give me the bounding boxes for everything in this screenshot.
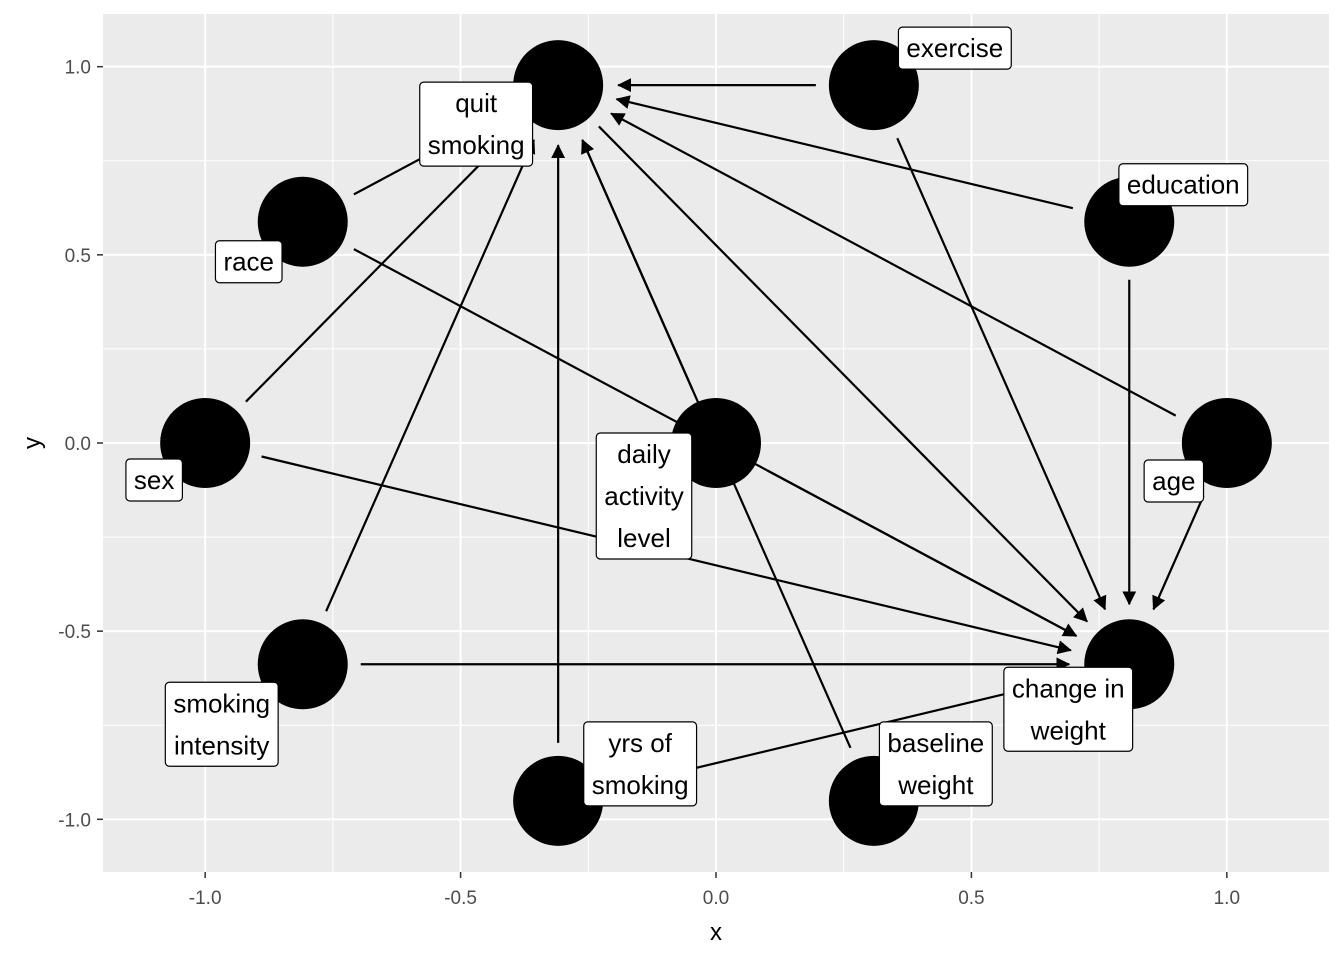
y-axis-ticks: 1.0 0.5 0.0 -0.5 -1.0: [58, 58, 103, 831]
y-tick-label: 0.5: [65, 246, 91, 267]
node-qsmk: [513, 40, 604, 131]
node-smokeyrs: [513, 755, 604, 846]
edge-qsmk-to-wt82-71: [598, 125, 1088, 623]
label-smokeyrs: yrs of smoking: [583, 721, 698, 807]
label-text: weight: [1030, 715, 1107, 745]
x-tick-label: 0.5: [958, 888, 984, 909]
y-tick-label: 1.0: [65, 58, 91, 79]
x-tick-label: 1.0: [1214, 888, 1240, 909]
node-exercise: [828, 40, 919, 131]
label-text: baseline: [887, 728, 984, 758]
label-box: [1003, 666, 1134, 752]
y-tick-label: 0.0: [65, 434, 91, 455]
label-text: intensity: [174, 730, 269, 760]
label-text: level: [617, 523, 670, 553]
label-text: daily: [617, 439, 670, 469]
label-text: yrs of: [608, 728, 672, 758]
label-sex: sex: [125, 458, 184, 502]
label-text: smoking: [428, 130, 525, 160]
edge-active-to-wt82-71: [766, 469, 1078, 637]
label-box: [583, 721, 698, 807]
label-box: [125, 458, 184, 502]
label-text: quit: [455, 88, 498, 118]
axes: -1.0 -0.5 0.0 0.5 1.0 1.0 0.5 0.0 -0.5 -1.0 x y: [19, 58, 1240, 946]
x-axis-ticks: -1.0 -0.5 0.0 0.5 1.0: [189, 872, 1240, 909]
y-axis-title: y: [19, 437, 46, 449]
label-text: race: [223, 247, 274, 277]
edge-education-to-qsmk: [615, 95, 1074, 210]
edge-age-to-qsmk: [610, 112, 1177, 417]
label-box: [897, 26, 1012, 70]
x-tick-label: -0.5: [444, 888, 477, 909]
x-axis-title: x: [710, 919, 722, 946]
label-box: [878, 721, 993, 807]
label-text: education: [1127, 170, 1240, 200]
edge-smokeintensity-to-qsmk: [325, 139, 536, 612]
label-text: weight: [897, 770, 974, 800]
label-qsmk: quit smoking: [419, 81, 534, 167]
label-box: [214, 240, 283, 284]
label-wt71: baseline weight: [878, 721, 993, 807]
label-box: [164, 681, 279, 767]
edge-exercise-to-wt82-71: [896, 137, 1107, 611]
label-exercise: exercise: [897, 26, 1012, 70]
label-text: sex: [134, 465, 174, 495]
label-box: [419, 81, 534, 167]
label-active: daily activity level: [595, 432, 693, 560]
y-tick-label: -0.5: [58, 622, 91, 643]
node-active: [671, 398, 761, 488]
label-text: exercise: [906, 33, 1003, 63]
label-text: smoking: [592, 770, 689, 800]
label-education: education: [1118, 163, 1249, 207]
label-text: age: [1152, 466, 1195, 496]
x-tick-label: -1.0: [189, 888, 222, 909]
x-tick-label: 0.0: [703, 888, 729, 909]
label-wt82-71: change in weight: [1003, 666, 1134, 752]
label-age: age: [1143, 459, 1205, 503]
label-text: smoking: [173, 688, 270, 718]
label-box: [595, 432, 693, 560]
label-race: race: [214, 240, 283, 284]
label-text: activity: [604, 481, 683, 511]
edge-age-to-wt82-71: [1152, 495, 1205, 611]
y-tick-label: -1.0: [58, 810, 91, 831]
label-text: change in: [1012, 673, 1125, 703]
node-smokeintensity: [257, 619, 348, 710]
node-age: [1181, 398, 1272, 488]
label-box: [1118, 163, 1249, 207]
label-box: [1143, 459, 1205, 503]
node-labels: quit smoking exercise education race sex daily…: [125, 26, 1249, 807]
label-smokeintensity: smoking intensity: [164, 681, 279, 767]
